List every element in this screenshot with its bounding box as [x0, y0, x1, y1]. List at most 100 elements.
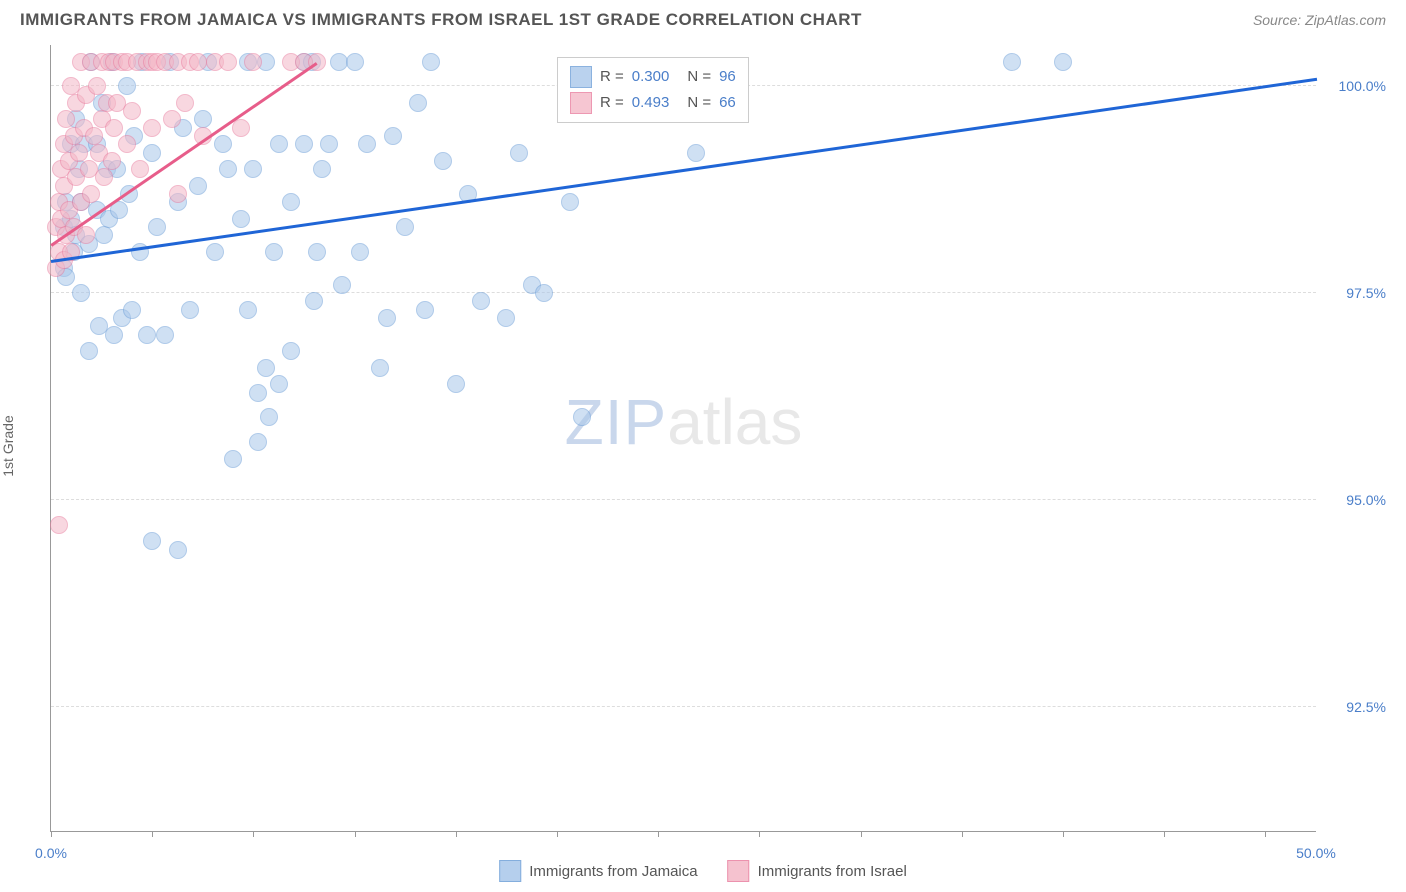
scatter-marker — [131, 160, 149, 178]
scatter-marker — [143, 144, 161, 162]
stats-legend: R = 0.300 N = 96 R = 0.493 N = 66 — [557, 57, 749, 123]
scatter-marker — [384, 127, 402, 145]
legend-n-value: 66 — [719, 94, 736, 111]
scatter-marker — [308, 243, 326, 261]
scatter-marker — [194, 110, 212, 128]
chart-header: IMMIGRANTS FROM JAMAICA VS IMMIGRANTS FR… — [0, 0, 1406, 35]
y-tick-label: 95.0% — [1326, 492, 1386, 508]
scatter-marker — [497, 309, 515, 327]
bottom-legend-item: Immigrants from Jamaica — [499, 860, 697, 882]
scatter-marker — [346, 53, 364, 71]
x-tick-label: 50.0% — [1296, 845, 1336, 861]
gridline — [51, 292, 1316, 293]
scatter-marker — [510, 144, 528, 162]
scatter-marker — [219, 160, 237, 178]
scatter-marker — [156, 326, 174, 344]
scatter-marker — [163, 110, 181, 128]
scatter-marker — [371, 359, 389, 377]
scatter-marker — [189, 53, 207, 71]
scatter-marker — [148, 218, 166, 236]
x-tick-label: 0.0% — [35, 845, 67, 861]
scatter-marker — [1003, 53, 1021, 71]
scatter-marker — [447, 375, 465, 393]
scatter-marker — [138, 326, 156, 344]
x-tick — [557, 831, 558, 837]
scatter-marker — [244, 53, 262, 71]
x-tick — [152, 831, 153, 837]
scatter-marker — [189, 177, 207, 195]
scatter-marker — [687, 144, 705, 162]
x-tick — [1164, 831, 1165, 837]
scatter-marker — [249, 384, 267, 402]
scatter-marker — [351, 243, 369, 261]
x-tick — [253, 831, 254, 837]
scatter-marker — [282, 342, 300, 360]
y-tick-label: 97.5% — [1326, 285, 1386, 301]
gridline — [51, 706, 1316, 707]
chart-source: Source: ZipAtlas.com — [1253, 12, 1386, 28]
x-tick — [51, 831, 52, 837]
plot-area: ZIPatlas 92.5%95.0%97.5%100.0%0.0%50.0%R… — [50, 45, 1316, 832]
scatter-marker — [472, 292, 490, 310]
legend-n-label: N = — [687, 94, 711, 111]
scatter-marker — [176, 94, 194, 112]
stats-legend-row: R =0.300N =96 — [570, 64, 736, 90]
bottom-legend-label: Immigrants from Israel — [758, 863, 907, 880]
legend-r-value: 0.300 — [632, 68, 670, 85]
scatter-marker — [265, 243, 283, 261]
y-tick-label: 92.5% — [1326, 699, 1386, 715]
scatter-marker — [219, 53, 237, 71]
legend-n-label: N = — [687, 68, 711, 85]
scatter-marker — [169, 541, 187, 559]
y-tick-label: 100.0% — [1326, 78, 1386, 94]
scatter-marker — [50, 516, 68, 534]
x-tick — [658, 831, 659, 837]
scatter-marker — [143, 532, 161, 550]
scatter-marker — [105, 119, 123, 137]
watermark-atlas: atlas — [667, 386, 802, 458]
scatter-marker — [239, 301, 257, 319]
scatter-marker — [95, 226, 113, 244]
scatter-marker — [77, 226, 95, 244]
chart-title: IMMIGRANTS FROM JAMAICA VS IMMIGRANTS FR… — [20, 10, 862, 30]
scatter-marker — [232, 119, 250, 137]
scatter-marker — [70, 144, 88, 162]
scatter-marker — [1054, 53, 1072, 71]
x-tick — [861, 831, 862, 837]
scatter-marker — [561, 193, 579, 211]
legend-n-value: 96 — [719, 68, 736, 85]
scatter-marker — [244, 160, 262, 178]
scatter-marker — [409, 94, 427, 112]
scatter-marker — [396, 218, 414, 236]
bottom-legend-item: Immigrants from Israel — [728, 860, 907, 882]
x-tick — [1265, 831, 1266, 837]
legend-swatch — [570, 66, 592, 88]
scatter-marker — [573, 408, 591, 426]
scatter-marker — [249, 433, 267, 451]
scatter-marker — [305, 292, 323, 310]
y-axis-label: 1st Grade — [0, 415, 16, 476]
scatter-marker — [95, 168, 113, 186]
scatter-marker — [123, 102, 141, 120]
legend-swatch — [728, 860, 750, 882]
legend-swatch — [570, 92, 592, 114]
scatter-marker — [434, 152, 452, 170]
scatter-marker — [85, 127, 103, 145]
scatter-marker — [72, 284, 90, 302]
scatter-marker — [232, 210, 250, 228]
stats-legend-row: R = 0.493 N = 66 — [570, 90, 736, 116]
bottom-legend: Immigrants from Jamaica Immigrants from I… — [499, 860, 907, 882]
legend-r-label: R = — [600, 94, 624, 111]
scatter-marker — [295, 135, 313, 153]
bottom-legend-label: Immigrants from Jamaica — [529, 863, 697, 880]
watermark: ZIPatlas — [565, 385, 803, 459]
scatter-marker — [260, 408, 278, 426]
x-tick — [962, 831, 963, 837]
scatter-marker — [422, 53, 440, 71]
legend-r-value: 0.493 — [632, 94, 670, 111]
scatter-marker — [378, 309, 396, 327]
x-tick — [759, 831, 760, 837]
scatter-marker — [105, 326, 123, 344]
scatter-marker — [535, 284, 553, 302]
scatter-marker — [214, 135, 232, 153]
